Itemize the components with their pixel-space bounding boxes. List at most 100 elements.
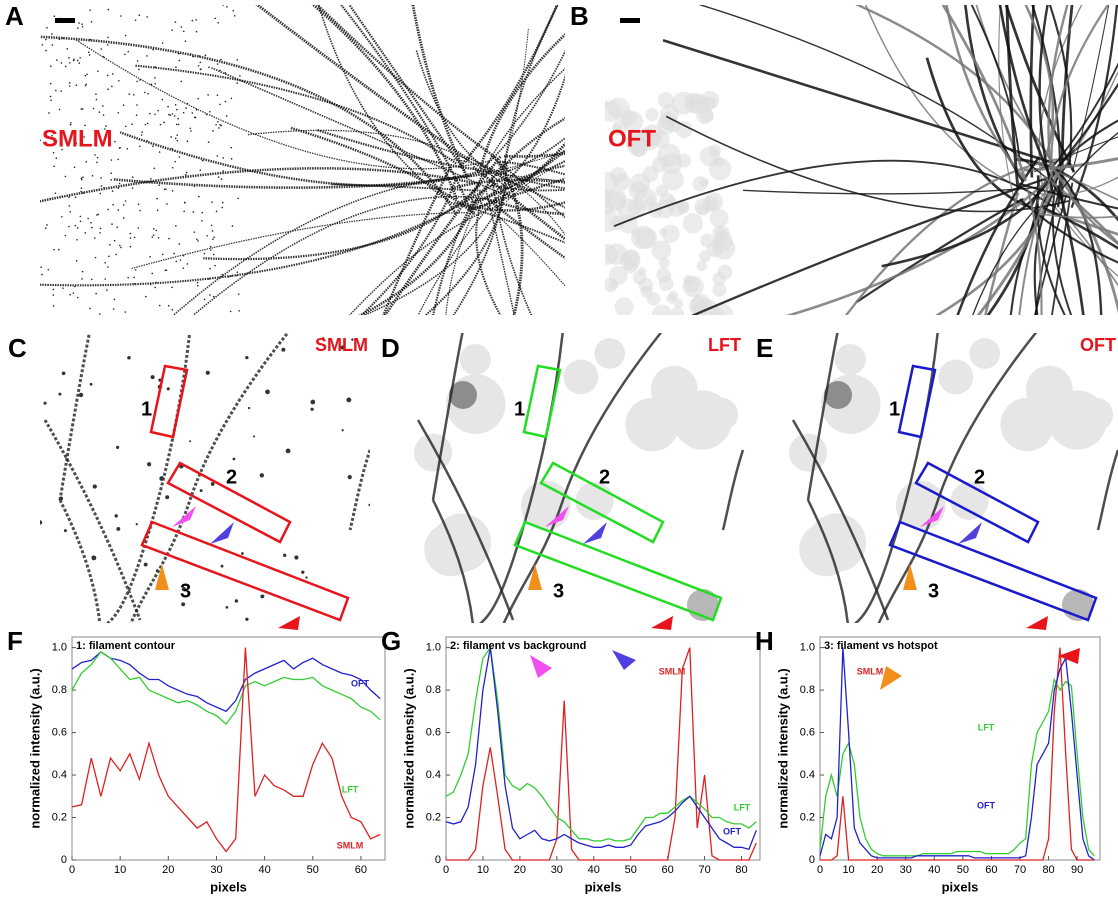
- localization: [40, 139, 41, 142]
- localization: [137, 203, 140, 206]
- filament: [417, 184, 510, 315]
- localization: [220, 178, 223, 180]
- localization: [219, 69, 221, 72]
- localization: [117, 209, 120, 211]
- localization: [141, 131, 143, 133]
- localization: [236, 274, 238, 277]
- y-axis-label: normalized intensity (a.u.): [775, 668, 790, 828]
- localization: [85, 161, 88, 163]
- localization: [140, 134, 143, 136]
- localization: [106, 74, 109, 77]
- filament: [315, 5, 499, 161]
- localization: [173, 252, 175, 255]
- x-tick-label: 0: [69, 864, 75, 876]
- localization: [225, 605, 229, 609]
- localization: [197, 240, 199, 242]
- localization: [152, 228, 155, 230]
- localization: [176, 134, 178, 136]
- localization: [145, 295, 147, 298]
- series-line: [71, 651, 381, 713]
- localization: [185, 171, 188, 174]
- haze: [1047, 390, 1107, 450]
- localization: [155, 281, 157, 284]
- localization: [80, 177, 83, 179]
- series-line: [819, 647, 1095, 861]
- haze: [704, 192, 724, 211]
- filament: [877, 333, 1038, 623]
- localization: [236, 271, 239, 273]
- localization: [91, 174, 94, 177]
- localization: [310, 407, 314, 411]
- localization: [222, 5, 225, 6]
- roi-box: [149, 364, 189, 439]
- localization: [63, 529, 67, 533]
- x-tick-label: 40: [588, 864, 600, 876]
- localization: [189, 440, 192, 443]
- haze: [657, 92, 674, 109]
- localization: [41, 273, 43, 276]
- series-label: LFT: [342, 784, 359, 794]
- arrowhead: [278, 616, 300, 630]
- roi-label: 2: [599, 466, 610, 488]
- panel-letter: B: [570, 1, 589, 31]
- localization: [68, 205, 71, 207]
- localization: [209, 245, 212, 248]
- x-tick-label: 10: [114, 864, 126, 876]
- scale-bar: [620, 18, 640, 23]
- localization: [174, 160, 177, 163]
- localization: [155, 229, 158, 232]
- localization: [75, 260, 78, 262]
- localization: [170, 136, 172, 138]
- filament: [492, 150, 565, 173]
- localization: [153, 167, 156, 170]
- x-tick-label: 40: [928, 864, 940, 876]
- localization: [191, 19, 194, 22]
- localization: [163, 188, 166, 191]
- image: [413, 333, 745, 623]
- series-label: LFT: [734, 802, 751, 812]
- haze: [625, 132, 647, 154]
- haze: [635, 227, 657, 249]
- localization: [241, 552, 244, 555]
- localization: [193, 185, 196, 188]
- image-label: LFT: [708, 335, 741, 355]
- filament: [362, 193, 506, 315]
- localization: [138, 68, 140, 71]
- localization: [158, 304, 161, 307]
- localization: [183, 210, 185, 213]
- localization: [134, 19, 137, 22]
- x-tick-label: 30: [551, 864, 563, 876]
- panel-letter: E: [756, 333, 773, 363]
- series-label: LFT: [978, 722, 995, 732]
- localization: [92, 107, 95, 110]
- haze: [614, 297, 634, 315]
- localization: [209, 111, 211, 113]
- filament: [411, 5, 469, 179]
- localization: [106, 289, 108, 291]
- localization: [120, 246, 122, 249]
- localization: [252, 435, 256, 438]
- haze: [709, 208, 729, 228]
- localization: [97, 70, 99, 73]
- haze: [671, 307, 685, 315]
- haze: [652, 304, 673, 315]
- localization: [294, 555, 299, 560]
- panel-letter: G: [381, 626, 401, 656]
- filament: [1042, 213, 1118, 219]
- filament: [490, 184, 565, 192]
- filament: [984, 192, 1020, 315]
- haze: [609, 167, 627, 184]
- localization: [48, 112, 50, 114]
- localization: [197, 64, 200, 67]
- filament: [58, 499, 102, 623]
- filament: [945, 5, 1028, 182]
- localization: [301, 570, 305, 574]
- localization: [175, 123, 178, 126]
- filament: [854, 5, 1062, 180]
- filament: [1056, 169, 1103, 315]
- image-background: [40, 5, 565, 315]
- localization: [185, 174, 187, 176]
- localization: [45, 49, 47, 52]
- localization: [214, 17, 217, 20]
- arrowhead: [880, 666, 902, 690]
